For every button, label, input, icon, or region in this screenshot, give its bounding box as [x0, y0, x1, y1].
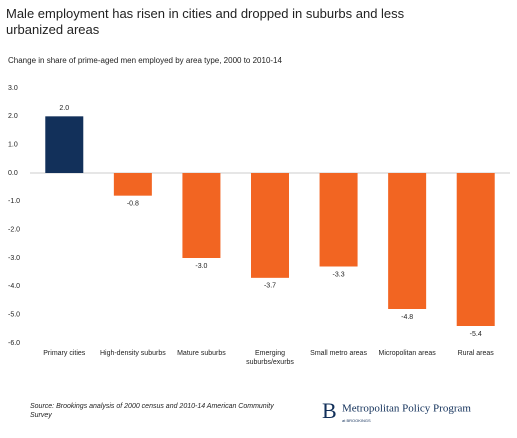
- bar: [113, 173, 152, 196]
- value-label: -0.8: [127, 201, 139, 208]
- value-label: -5.4: [470, 331, 482, 338]
- source-box: Source: Brookings analysis of 2000 censu…: [30, 403, 274, 419]
- x-tick-label: Emerging suburbs/exurbs: [246, 350, 294, 366]
- y-tick-label: -3.0: [8, 255, 20, 262]
- logo-letter: B: [322, 398, 337, 423]
- x-tick-label: Primary cities: [43, 350, 86, 357]
- y-tick-label: -1.0: [8, 198, 20, 205]
- x-tick-label: Mature suburbs: [177, 350, 226, 357]
- source: Source: Brookings analysis of 2000 censu…: [30, 403, 274, 419]
- x-tick-label: Small metro areas: [310, 350, 367, 357]
- y-tick-label: -5.0: [8, 312, 20, 319]
- x-tick-label: Micropolitan areas: [378, 350, 436, 357]
- value-label: -3.3: [333, 271, 345, 278]
- bar: [388, 173, 427, 309]
- value-label: -4.8: [401, 314, 413, 321]
- y-tick-label: 3.0: [8, 85, 18, 92]
- logo-name: Metropolitan Policy Program: [342, 403, 471, 415]
- value-label: -3.7: [264, 283, 276, 290]
- y-tick-label: 2.0: [8, 113, 18, 120]
- bar: [45, 116, 84, 173]
- value-label: 2.0: [59, 105, 69, 112]
- value-label: -3.0: [195, 263, 207, 270]
- title-box: Male employment has risen in cities and …: [6, 6, 405, 37]
- y-tick-label: -4.0: [8, 283, 20, 290]
- x-tick-label: High-density suburbs: [99, 350, 166, 357]
- chart-subtitle: Change in share of prime-aged men employ…: [8, 56, 283, 65]
- logo-sub: at BROOKINGS: [342, 418, 371, 423]
- bar: [319, 173, 358, 267]
- y-tick-label: 0.0: [8, 170, 18, 177]
- bar: [251, 173, 289, 278]
- bar: [182, 173, 221, 258]
- y-tick-label: 1.0: [8, 142, 18, 149]
- y-tick-label: -6.0: [8, 340, 20, 347]
- x-tick-label: Rural areas: [457, 350, 494, 357]
- bar: [456, 173, 495, 326]
- chart-title: Male employment has risen in cities and …: [6, 6, 405, 37]
- y-tick-label: -2.0: [8, 227, 20, 234]
